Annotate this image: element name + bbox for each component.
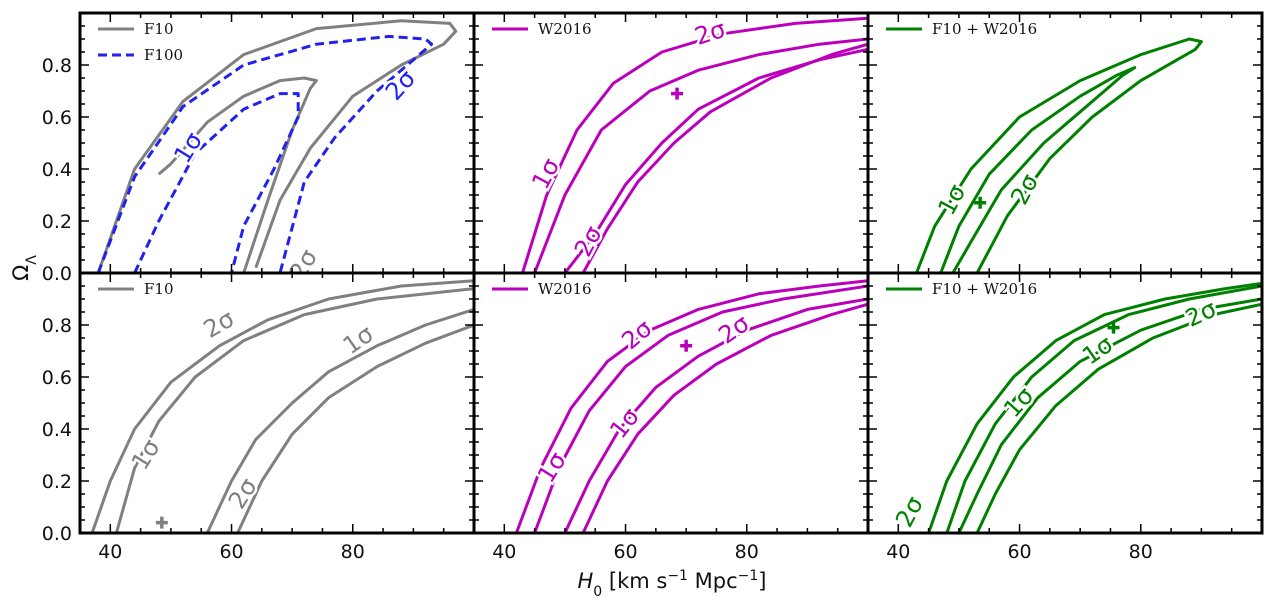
legend-label: F10 + W2016 xyxy=(932,20,1037,38)
contour-2sigma-lower xyxy=(581,302,868,533)
contour-label: 2σ xyxy=(223,473,263,514)
contour-2sigma xyxy=(915,37,1203,273)
x-tick-label: 40 xyxy=(886,541,910,563)
x-label-units-b: Mpc xyxy=(688,569,738,593)
legend-label: F100 xyxy=(144,46,183,64)
y-tick-label: 0.8 xyxy=(42,55,72,77)
contour-label: 2σ xyxy=(380,64,421,105)
contour-2sigma-upper xyxy=(927,281,1262,533)
best-fit-marker xyxy=(155,516,168,529)
contour-2sigma-upper xyxy=(90,279,474,533)
x-label-units-a: [km s xyxy=(602,569,667,593)
x-label-exp-a: −1 xyxy=(667,568,688,584)
x-tick-label: 80 xyxy=(1129,541,1153,563)
y-label-symbol: Ω xyxy=(9,265,33,281)
contour-2sigma-lower xyxy=(236,323,474,533)
best-fit-marker xyxy=(1107,321,1120,334)
contour-2sigma-lower xyxy=(975,302,1262,533)
x-tick-label: 80 xyxy=(735,541,759,563)
x-tick-label: 80 xyxy=(341,541,365,563)
contour-label: 1σ xyxy=(338,320,379,360)
y-label-subscript: Λ xyxy=(24,255,40,265)
contour-2sigma-upper xyxy=(514,279,868,533)
contour-2sigma xyxy=(96,19,458,273)
contour-label: 2σ xyxy=(569,221,608,261)
contour-2sigma xyxy=(96,34,434,273)
legend-label: W2016 xyxy=(538,280,592,298)
contour-label: 2σ xyxy=(890,492,929,532)
contour-1sigma-lower xyxy=(205,307,474,533)
contour-1sigma-upper xyxy=(945,284,1262,533)
plot-area: 1σ 2σ xyxy=(915,37,1203,273)
y-tick-label: 0.4 xyxy=(42,159,72,181)
contour-1sigma-upper xyxy=(533,284,868,533)
x-label-symbol: H xyxy=(578,569,594,593)
contour-1sigma-upper xyxy=(533,37,868,273)
x-tick-label: 40 xyxy=(98,541,122,563)
x-label-exp-b: −1 xyxy=(738,568,759,584)
contour-1sigma-lower xyxy=(563,297,868,533)
x-tick-label: 60 xyxy=(219,541,243,563)
panel-frame xyxy=(866,271,1264,535)
contour-label: 1σ xyxy=(526,154,565,194)
panel-frame xyxy=(472,271,870,535)
panel-frame xyxy=(78,271,476,535)
legend-label: W2016 xyxy=(538,20,592,38)
y-axis-label: ΩΛ xyxy=(9,255,40,281)
legend-label: F10 + W2016 xyxy=(932,280,1037,298)
contour-1sigma xyxy=(133,92,300,273)
y-tick-label: 0.0 xyxy=(42,263,72,285)
contour-label: 2σ xyxy=(691,15,729,51)
y-tick-label: 0.6 xyxy=(42,367,72,389)
x-tick-label: 40 xyxy=(492,541,516,563)
contour-1sigma-lower xyxy=(563,47,868,273)
best-fit-marker xyxy=(974,196,987,209)
y-tick-label: 0.6 xyxy=(42,107,72,129)
x-tick-label: 60 xyxy=(613,541,637,563)
y-tick-label: 0.2 xyxy=(42,471,72,493)
contour-1sigma-lower xyxy=(957,297,1262,533)
contour-label: 2σ xyxy=(284,244,323,284)
panels-layer: 1σ2σ2σF10F1000.00.20.40.60.81σ2σ2σW20161… xyxy=(42,11,1264,563)
contour-1sigma-upper xyxy=(114,287,474,533)
y-tick-label: 0.4 xyxy=(42,419,72,441)
contour-1sigma xyxy=(939,66,1137,273)
best-fit-marker xyxy=(680,339,693,352)
legend-label: F10 xyxy=(144,20,174,38)
x-axis-label: H0 [km s−1 Mpc−1] xyxy=(578,568,767,600)
panel-frame xyxy=(78,11,476,275)
x-label-subscript: 0 xyxy=(593,584,602,600)
contour-label: 1σ xyxy=(126,434,166,475)
contour-1sigma xyxy=(157,76,318,273)
y-tick-label: 0.2 xyxy=(42,211,72,233)
x-label-units-c: ] xyxy=(758,569,766,593)
y-tick-label: 0.0 xyxy=(42,523,72,545)
x-tick-label: 60 xyxy=(1007,541,1031,563)
y-tick-label: 0.8 xyxy=(42,315,72,337)
contour-2sigma-upper xyxy=(521,16,868,273)
contour-2sigma-lower xyxy=(581,42,868,273)
legend-label: F10 xyxy=(144,280,174,298)
best-fit-marker xyxy=(671,87,684,100)
